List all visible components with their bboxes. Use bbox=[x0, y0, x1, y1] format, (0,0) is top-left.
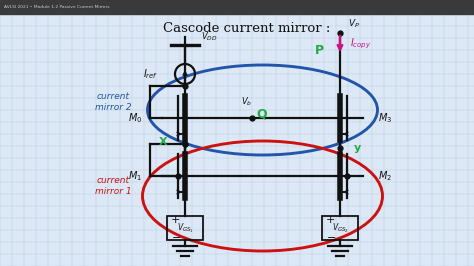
Text: $-$: $-$ bbox=[171, 231, 181, 241]
Text: $M_1$: $M_1$ bbox=[128, 169, 142, 183]
Bar bbox=[322, 216, 358, 240]
Text: $-$: $-$ bbox=[326, 231, 336, 241]
Text: current
mirror 1: current mirror 1 bbox=[95, 176, 131, 196]
Text: P: P bbox=[315, 44, 324, 57]
Text: $V_{GS_2}$: $V_{GS_2}$ bbox=[332, 221, 348, 235]
Text: y: y bbox=[354, 143, 361, 153]
Text: Q: Q bbox=[257, 107, 267, 120]
Text: +: + bbox=[326, 215, 336, 225]
Bar bbox=[0, 0, 474, 14]
Text: $V_b$: $V_b$ bbox=[241, 95, 253, 108]
Text: $V_{GS_1}$: $V_{GS_1}$ bbox=[177, 221, 193, 235]
Text: $V_{DD}$: $V_{DD}$ bbox=[201, 31, 218, 43]
Text: AVLSI 2021 • Module 1.2 Passive Current Mirrors: AVLSI 2021 • Module 1.2 Passive Current … bbox=[4, 5, 109, 9]
Bar bbox=[167, 216, 203, 240]
Text: $I_{ref}$: $I_{ref}$ bbox=[143, 67, 158, 81]
Text: $M_0$: $M_0$ bbox=[128, 111, 142, 125]
Text: $V_P$: $V_P$ bbox=[348, 18, 360, 30]
Text: $M_2$: $M_2$ bbox=[378, 169, 392, 183]
Text: X: X bbox=[159, 137, 167, 147]
Text: $M_3$: $M_3$ bbox=[378, 111, 392, 125]
Text: Cascode current mirror :: Cascode current mirror : bbox=[163, 22, 330, 35]
Text: $I_{copy}$: $I_{copy}$ bbox=[350, 37, 371, 51]
Text: current
mirror 2: current mirror 2 bbox=[95, 92, 131, 112]
Text: +: + bbox=[171, 215, 181, 225]
